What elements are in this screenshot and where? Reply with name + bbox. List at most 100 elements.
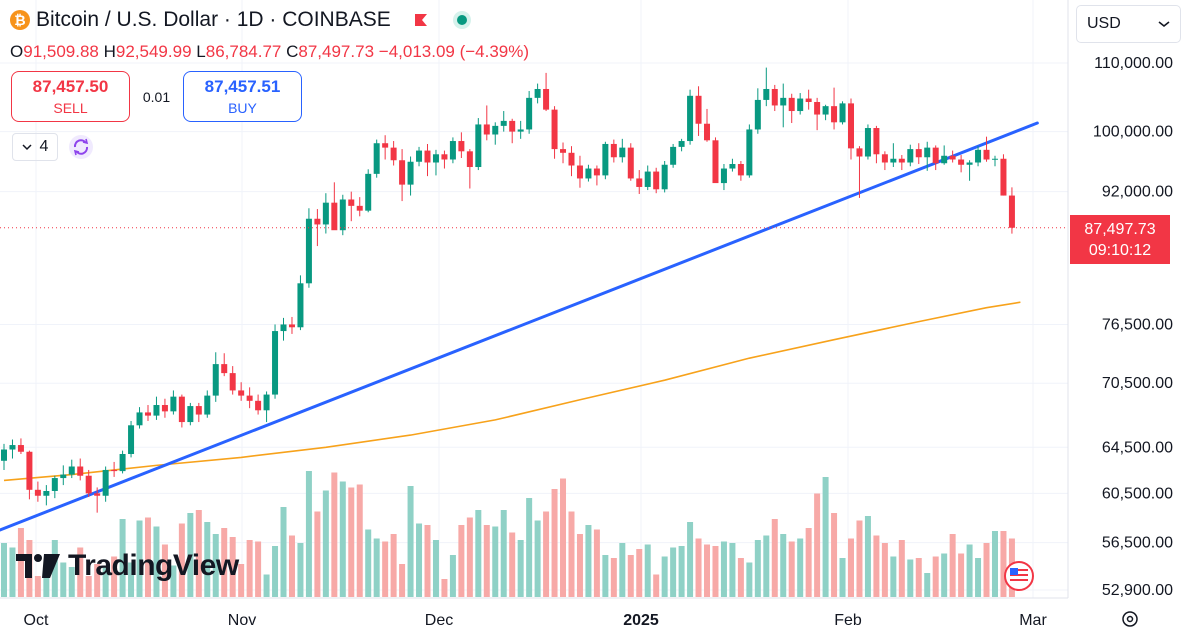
volume-bar (1, 543, 7, 597)
volume-bar (348, 487, 355, 597)
settings-gear-icon[interactable] (1122, 611, 1138, 627)
symbol-title[interactable]: Bitcoin / U.S. Dollar · 1D · COINBASE (36, 8, 391, 31)
candle-body (407, 161, 414, 185)
candle-body (966, 162, 973, 165)
volume-bar (831, 513, 838, 597)
volume-bar (517, 540, 524, 597)
candle (949, 150, 956, 163)
candle (560, 142, 567, 164)
volume-bar (466, 517, 473, 597)
volume-bar (737, 558, 744, 597)
candle (288, 316, 295, 334)
candle (1000, 154, 1007, 196)
refresh-icon[interactable] (68, 134, 94, 160)
volume-bar (331, 472, 338, 597)
candle (831, 87, 838, 130)
candle (331, 182, 338, 231)
flag-icon[interactable] (413, 12, 429, 28)
indicators-toggle[interactable]: 4 (12, 133, 58, 161)
volume-bar (949, 534, 956, 597)
candle-body (551, 109, 558, 150)
axes (0, 0, 1069, 599)
y-tick-label: 52,900.00 (1102, 582, 1173, 599)
candle-body (890, 158, 897, 163)
candle-body (941, 155, 948, 164)
trendline-path[interactable] (0, 121, 1039, 532)
candle-body (280, 324, 287, 332)
candle (610, 139, 617, 163)
candle-body (661, 164, 668, 190)
candle (822, 104, 829, 121)
volume-bars (1, 471, 1015, 597)
flag-us-icon[interactable] (1004, 561, 1034, 591)
market-open-icon (452, 11, 471, 29)
volume-bar (238, 564, 245, 597)
volume-bar (128, 562, 135, 597)
volume-bar (144, 517, 151, 597)
chevron-down-icon (1158, 21, 1170, 28)
volume-bar (814, 493, 821, 597)
candle (365, 169, 372, 213)
candle (627, 143, 634, 181)
candle (534, 83, 541, 104)
volume-bar (365, 529, 372, 597)
candle-body (34, 489, 41, 496)
candle (399, 149, 406, 202)
candle-body (348, 199, 355, 206)
volume-bar (619, 543, 626, 597)
volume-bar (848, 538, 854, 597)
volume-bar (416, 523, 423, 597)
volume-bar (695, 538, 702, 597)
open-value: 91,509.88 (23, 42, 99, 61)
candle-body (356, 205, 363, 211)
sell-button[interactable]: 87,457.50 SELL (11, 71, 130, 122)
candle-body (9, 445, 16, 450)
candle-body (831, 106, 838, 123)
candle (864, 124, 871, 160)
candle (119, 450, 126, 474)
candle-body (915, 149, 922, 158)
candle-body (1000, 158, 1007, 196)
candle-body (754, 99, 761, 130)
trendline[interactable] (0, 121, 1039, 532)
candle-body (221, 364, 228, 374)
volume-bar (280, 507, 287, 597)
candle-body (983, 149, 990, 160)
candle-body (560, 149, 567, 153)
candle (77, 458, 84, 481)
candle (593, 165, 600, 186)
candle (526, 91, 533, 134)
y-axis-labels: 110,000.00 100,000.00 92,000.00 76,500.00 70… (1093, 55, 1173, 599)
candle-body (712, 140, 719, 184)
volume-bar (399, 564, 406, 597)
candle (805, 89, 812, 110)
candle-body (255, 400, 262, 411)
candle-body (26, 451, 33, 490)
candle-body (331, 202, 338, 231)
volume-bar (932, 556, 939, 597)
volume-bar (195, 510, 202, 597)
candle (263, 391, 270, 423)
volume-bar (111, 556, 118, 597)
volume-bar (449, 555, 456, 597)
candle-body (483, 124, 490, 135)
candle (991, 155, 998, 167)
volume-bar (881, 543, 888, 597)
volume-bar (915, 558, 922, 597)
buy-button[interactable]: 87,457.51 BUY (183, 71, 302, 122)
volume-bar (653, 574, 660, 597)
low-value: 86,784.77 (205, 42, 282, 61)
candle (339, 194, 346, 236)
candlesticks (0, 67, 1068, 513)
currency-select[interactable]: USD (1076, 5, 1181, 43)
candle (280, 317, 287, 341)
candle-body (399, 160, 406, 185)
bitcoin-icon: ₿ (10, 10, 30, 30)
tradingview-logo: TradingView (16, 549, 239, 583)
candle-body (119, 454, 126, 472)
candle-body (102, 469, 109, 496)
candle-body (670, 146, 677, 165)
candle (932, 145, 939, 171)
x-tick-label: 2025 (623, 612, 659, 629)
